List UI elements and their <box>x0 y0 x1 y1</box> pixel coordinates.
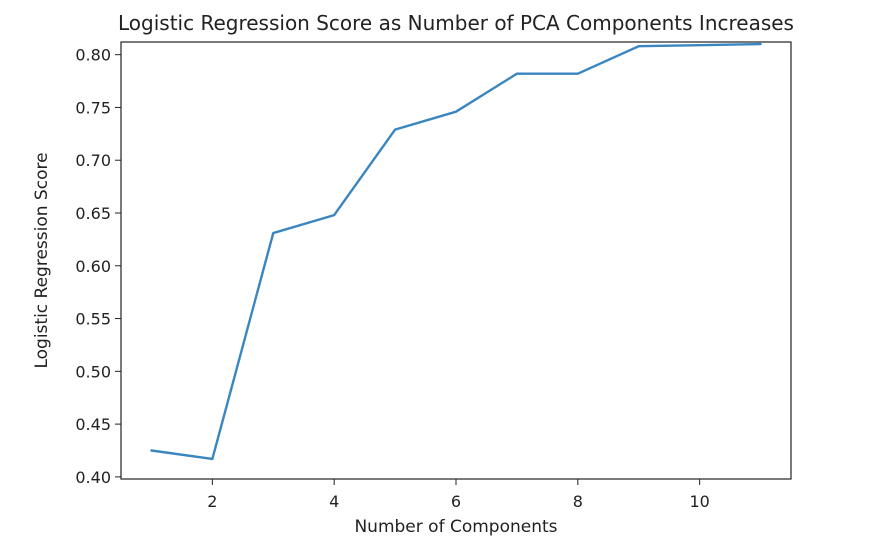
plot-area <box>120 41 792 480</box>
x-tick-label: 2 <box>207 492 217 511</box>
x-tick-label: 10 <box>689 492 709 511</box>
y-tick-label: 0.55 <box>75 310 111 329</box>
y-tick-label: 0.50 <box>75 362 111 381</box>
y-tick-label: 0.65 <box>75 204 111 223</box>
series-layer <box>150 42 762 461</box>
y-tick-label: 0.75 <box>75 98 111 117</box>
y-axis: 0.40 0.45 0.50 0.55 0.60 0.65 0.70 0.75 0.80 <box>75 46 121 487</box>
x-axis: 2 4 6 8 10 <box>207 479 710 511</box>
y-tick-label: 0.45 <box>75 415 111 434</box>
y-tick-label: 0.40 <box>75 468 111 487</box>
y-tick-label: 0.70 <box>75 151 111 170</box>
chart-title: Logistic Regression Score as Number of P… <box>118 11 794 35</box>
x-tick-label: 8 <box>573 492 583 511</box>
y-tick-label: 0.60 <box>75 257 111 276</box>
x-tick-label: 4 <box>329 492 339 511</box>
x-axis-label: Number of Components <box>354 517 557 537</box>
x-tick-label: 6 <box>451 492 461 511</box>
y-axis-label: Logistic Regression Score <box>32 152 52 368</box>
y-tick-label: 0.80 <box>75 46 111 65</box>
series-line-0 <box>150 42 762 461</box>
plot-frame <box>120 41 792 480</box>
